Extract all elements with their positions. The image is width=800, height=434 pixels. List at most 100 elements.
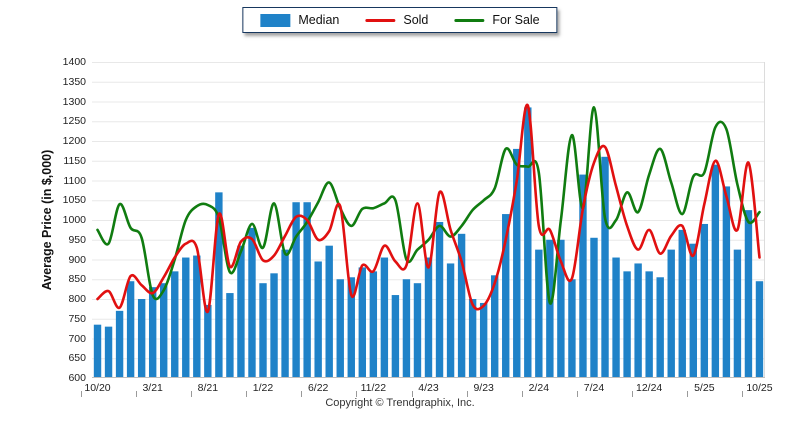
median-bar: [689, 243, 697, 378]
median-bar: [678, 229, 686, 378]
x-tick-label: 5/25: [694, 382, 715, 394]
median-bar: [733, 249, 742, 378]
median-bar: [722, 186, 731, 378]
y-tick-label: 600: [68, 372, 86, 384]
x-tick-label: 4/23: [418, 382, 439, 394]
median-bar: [336, 279, 344, 378]
x-tick-label: 7/24: [583, 382, 605, 394]
y-tick-label: 1400: [62, 56, 86, 68]
y-tick-label: 1300: [62, 95, 86, 108]
median-bar: [601, 156, 609, 378]
median-bar: [435, 221, 444, 378]
median-bar: [656, 277, 664, 378]
plot-svg: [92, 62, 765, 378]
copyright-text: Copyright © Trendgraphix, Inc.: [325, 397, 475, 409]
y-tick-label: 1250: [62, 115, 86, 128]
median-bar: [347, 277, 355, 378]
x-axis-tick-mark: [521, 391, 523, 397]
legend: Median Sold For Sale: [242, 7, 558, 33]
sold-line: [96, 103, 761, 313]
x-axis-tick-mark: [411, 391, 413, 397]
median-bar: [160, 283, 168, 378]
x-tick-label: 10/20: [84, 382, 111, 394]
median-bar: [204, 304, 212, 378]
median-bar: [524, 107, 532, 378]
median-bar: [612, 257, 620, 378]
y-tick-label: 1200: [62, 135, 86, 147]
y-tick-label: 850: [68, 273, 86, 286]
median-bar: [380, 257, 389, 378]
x-axis-tick-mark: [301, 391, 303, 397]
median-bar: [502, 214, 510, 378]
x-tick-label: 10/25: [746, 382, 773, 394]
y-tick-label: 900: [68, 253, 86, 266]
median-bar: [193, 255, 201, 378]
legend-label-median: Median: [298, 13, 340, 27]
median-bar: [303, 202, 311, 378]
x-axis-tick-mark: [576, 391, 578, 397]
median-bar: [104, 326, 113, 378]
median-bar: [226, 293, 234, 378]
median-bar: [457, 233, 466, 378]
median-bar: [557, 239, 565, 378]
median-bar: [579, 174, 587, 378]
median-bar: [182, 257, 190, 378]
median-bar: [711, 164, 720, 378]
legend-item-sold: Sold: [365, 13, 428, 27]
x-axis-tick-mark: [356, 391, 358, 397]
median-bar: [755, 281, 764, 378]
y-tick-label: 1000: [62, 214, 86, 226]
median-bar: [623, 271, 631, 378]
median-bar: [413, 283, 422, 378]
x-axis-tick-mark: [632, 391, 634, 397]
x-tick-label: 2/24: [528, 382, 550, 394]
median-bar: [314, 261, 322, 378]
plot-area: [92, 62, 765, 378]
median-bar: [667, 249, 675, 378]
legend-label-sold: Sold: [403, 13, 429, 27]
y-tick-label: 1150: [63, 154, 86, 167]
median-bar: [215, 192, 223, 378]
median-bar: [700, 223, 709, 378]
y-tick-label: 1100: [63, 174, 86, 187]
legend-item-median: Median: [260, 13, 339, 27]
for-sale-line-swatch-icon: [454, 18, 485, 22]
median-bar: [590, 237, 598, 378]
median-bar: [171, 271, 179, 378]
y-tick-label: 1350: [62, 75, 86, 88]
median-bar: [148, 287, 157, 378]
y-tick-label: 650: [68, 352, 86, 365]
median-bar: [424, 257, 433, 378]
sold-line-swatch-icon: [365, 18, 396, 22]
median-bar: [391, 295, 400, 378]
x-axis-tick-mark: [80, 391, 82, 397]
x-tick-label: 11/22: [360, 382, 387, 394]
median-bar: [358, 267, 366, 378]
median-bar: [446, 263, 455, 378]
x-axis-tick-mark: [687, 391, 689, 397]
median-bar: [292, 202, 300, 378]
median-bar: [491, 275, 499, 378]
x-axis-tick-mark: [246, 391, 247, 397]
legend-item-forsale: For Sale: [454, 13, 540, 27]
for-sale-line: [96, 106, 761, 305]
median-bar-swatch-icon: [260, 13, 291, 27]
y-tick-label: 750: [68, 312, 86, 325]
median-bar: [259, 283, 267, 378]
median-bar: [270, 273, 278, 378]
median-bar: [137, 299, 146, 378]
median-bar: [645, 271, 653, 378]
x-tick-label: 6/22: [307, 382, 329, 394]
median-bar: [546, 239, 554, 378]
x-tick-label: 8/21: [197, 382, 219, 394]
x-axis-tick-mark: [190, 391, 192, 397]
y-tick-label: 1050: [62, 194, 86, 207]
y-tick-label: 950: [68, 233, 86, 246]
median-bar: [513, 148, 521, 378]
y-tick-label: 800: [68, 293, 86, 305]
x-tick-label: 9/23: [473, 382, 494, 394]
x-axis-tick-mark: [466, 391, 468, 397]
median-bar: [126, 281, 135, 378]
x-tick-label: 12/24: [636, 382, 663, 394]
